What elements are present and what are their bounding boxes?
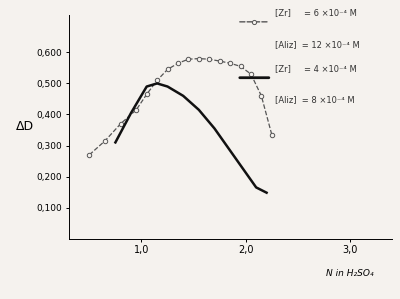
Text: [Zr]     = 6 ×10⁻⁴ M: [Zr] = 6 ×10⁻⁴ M (275, 8, 357, 17)
Text: [Aliz]  = 8 ×10⁻⁴ M: [Aliz] = 8 ×10⁻⁴ M (275, 96, 355, 105)
Text: [Zr]     = 4 ×10⁻⁴ M: [Zr] = 4 ×10⁻⁴ M (275, 64, 357, 73)
Text: N in H₂SO₄: N in H₂SO₄ (326, 269, 374, 278)
Y-axis label: ΔD: ΔD (16, 120, 34, 133)
Text: [Aliz]  = 12 ×10⁻⁴ M: [Aliz] = 12 ×10⁻⁴ M (275, 40, 360, 49)
